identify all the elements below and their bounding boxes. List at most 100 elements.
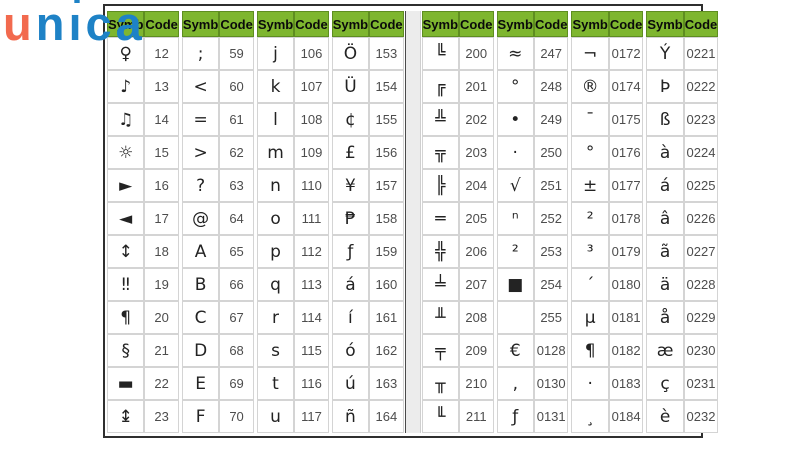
alt-table-right: Symb Code ╚ 200 ╔ 201 ╩ 202 ╦ 203 ╠ 204 ═ 205 ╬ 206 ╧ 207… — [421, 11, 719, 433]
logo-letter-a: a — [115, 0, 146, 50]
symbol-cell: ╚ — [421, 37, 460, 70]
column-header-code: Code — [683, 11, 719, 37]
symbol-cell: £ — [331, 136, 370, 169]
code-cell: 0131 — [533, 400, 569, 433]
symbol-cell: ´ — [571, 268, 609, 301]
code-cell: 117 — [294, 400, 329, 433]
column-header-symb: Symb — [331, 11, 370, 37]
symbol-cell: æ — [646, 334, 684, 367]
code-cell: 20 — [144, 301, 179, 334]
code-cell: 0229 — [683, 301, 719, 334]
symbol-cell: ╩ — [421, 103, 460, 136]
symbol-cell: ╨ — [421, 301, 460, 334]
symbol-cell: F — [181, 400, 220, 433]
symbol-cell: ₱ — [331, 202, 370, 235]
code-cell: 18 — [144, 235, 179, 268]
column-header-code: Code — [219, 11, 254, 37]
symbol-cell: Ý — [646, 37, 684, 70]
code-cell: 252 — [533, 202, 569, 235]
symbol-cell: √ — [496, 169, 534, 202]
code-cell: 0227 — [683, 235, 719, 268]
symbol-cell: ╥ — [421, 367, 460, 400]
table-gutter — [404, 11, 421, 433]
symbol-cell: ¢ — [331, 103, 370, 136]
symbol-cell: ° — [496, 70, 534, 103]
symbol-cell: n — [256, 169, 295, 202]
symbol-cell: ¸ — [571, 400, 609, 433]
symbol-cell: D — [181, 334, 220, 367]
symbol-cell: ƒ — [331, 235, 370, 268]
code-cell: 247 — [533, 37, 569, 70]
symbol-cell: ↕ — [107, 235, 145, 268]
symbol-cell: Ö — [331, 37, 370, 70]
code-cell: 68 — [219, 334, 254, 367]
code-cell: 254 — [533, 268, 569, 301]
code-cell: 0225 — [683, 169, 719, 202]
column-header-symb: Symb — [496, 11, 534, 37]
symbol-cell: à — [646, 136, 684, 169]
symbol-cell: A — [181, 235, 220, 268]
code-cell: 16 — [144, 169, 179, 202]
symb-code-group: Symb Code ¬ 0172 ® 0174 ¯ 0175 ° 0176 ±0177 ² 0178 ³ 0… — [571, 11, 644, 433]
code-cell: 162 — [369, 334, 404, 367]
code-cell: 111 — [294, 202, 329, 235]
code-cell: 112 — [294, 235, 329, 268]
code-cell: 0181 — [608, 301, 644, 334]
symbol-cell: ■ — [496, 268, 534, 301]
symbol-cell: · — [496, 136, 534, 169]
code-cell: 0221 — [683, 37, 719, 70]
symbol-cell: ‼ — [107, 268, 145, 301]
column-header-code: Code — [608, 11, 644, 37]
code-cell: 116 — [294, 367, 329, 400]
symbol-cell: ä — [646, 268, 684, 301]
symbol-cell: ã — [646, 235, 684, 268]
code-cell: 22 — [144, 367, 179, 400]
symbol-cell: á — [646, 169, 684, 202]
alt-codes-panel: Symb Code ♀ 12 ♪ 13 ♫ 14 ☼ 15 ► 16 ◄ 17 ↕ 18 ‼ 19 ¶ 20 § 21 ▬ 2… — [103, 4, 719, 438]
code-cell: 109 — [294, 136, 329, 169]
symb-code-group: Symb Code; 59 <60 = 61 >62? 63 @64 A 65 B 66 C 67 D 68 E 6… — [181, 11, 254, 433]
code-cell: 17 — [144, 202, 179, 235]
code-cell: 255 — [533, 301, 569, 334]
code-cell: 201 — [459, 70, 494, 103]
symbol-cell — [496, 301, 534, 334]
symbol-cell: ╤ — [421, 334, 460, 367]
symb-code-group: Symb Code Ö 153 Ü 154 ¢ 155 £156 ¥157 ₱ 158 ƒ 159 á 160… — [331, 11, 404, 433]
symbol-cell: ═ — [421, 202, 460, 235]
code-cell: 59 — [219, 37, 254, 70]
symbol-cell: ⁿ — [496, 202, 534, 235]
symbol-cell: s — [256, 334, 295, 367]
unica-logo: unı ca — [3, 0, 146, 47]
code-cell: 0184 — [608, 400, 644, 433]
code-cell: 0177 — [608, 169, 644, 202]
symbol-cell: o — [256, 202, 295, 235]
logo-letter-i: ı — [68, 0, 85, 47]
code-cell: 248 — [533, 70, 569, 103]
code-cell: 0226 — [683, 202, 719, 235]
logo-letter-u: u — [3, 0, 36, 50]
code-cell: 62 — [219, 136, 254, 169]
code-cell: 106 — [294, 37, 329, 70]
code-cell: 108 — [294, 103, 329, 136]
code-cell: 209 — [459, 334, 494, 367]
symbol-cell: ? — [181, 169, 220, 202]
code-cell: 158 — [369, 202, 404, 235]
up-arrow-icon — [74, 0, 80, 3]
code-cell: 153 — [369, 37, 404, 70]
code-cell: 208 — [459, 301, 494, 334]
symbol-cell: § — [107, 334, 145, 367]
code-cell: 66 — [219, 268, 254, 301]
symbol-cell: µ — [571, 301, 609, 334]
symbol-cell: j — [256, 37, 295, 70]
code-cell: 113 — [294, 268, 329, 301]
code-cell: 163 — [369, 367, 404, 400]
symbol-cell: · — [571, 367, 609, 400]
code-cell: 69 — [219, 367, 254, 400]
symbol-cell: ñ — [331, 400, 370, 433]
code-cell: 160 — [369, 268, 404, 301]
logo-letter-n: n — [35, 0, 69, 50]
symb-code-group: Symb Code Ý 0221 Þ 0222 ß 0223 à 0224 á 0225 â 0226 ã 0… — [646, 11, 719, 433]
symbol-cell: p — [256, 235, 295, 268]
code-cell: 0130 — [533, 367, 569, 400]
